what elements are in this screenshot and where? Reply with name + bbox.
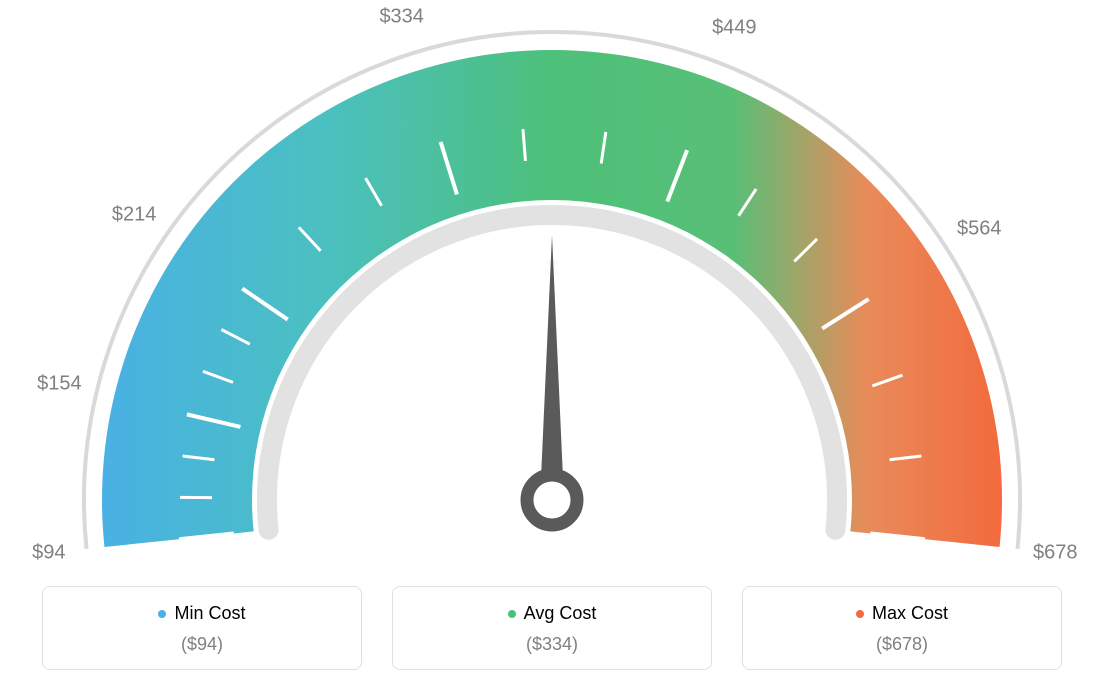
- legend-card-max: Max Cost ($678): [742, 586, 1062, 670]
- gauge-tick-label: $678: [1033, 541, 1078, 564]
- dot-icon: [856, 610, 864, 618]
- gauge-tick-label: $214: [112, 203, 157, 226]
- legend-title-min: Min Cost: [158, 603, 245, 624]
- legend-title-max: Max Cost: [856, 603, 948, 624]
- cost-gauge-chart: $94$154$214$334$449$564$678: [22, 0, 1082, 560]
- legend-card-avg: Avg Cost ($334): [392, 586, 712, 670]
- gauge-tick-label: $449: [712, 16, 757, 39]
- gauge-tick-label: $334: [379, 5, 424, 28]
- dot-icon: [508, 610, 516, 618]
- legend-row: Min Cost ($94) Avg Cost ($334) Max Cost …: [0, 586, 1104, 670]
- legend-title-text: Min Cost: [174, 603, 245, 624]
- legend-value-max: ($678): [743, 634, 1061, 655]
- legend-value-min: ($94): [43, 634, 361, 655]
- gauge-tick-label: $94: [32, 541, 65, 564]
- legend-title-avg: Avg Cost: [508, 603, 597, 624]
- dot-icon: [158, 610, 166, 618]
- gauge-tick-label: $564: [957, 217, 1002, 240]
- legend-title-text: Avg Cost: [524, 603, 597, 624]
- legend-value-avg: ($334): [393, 634, 711, 655]
- legend-card-min: Min Cost ($94): [42, 586, 362, 670]
- legend-title-text: Max Cost: [872, 603, 948, 624]
- gauge-tick-label: $154: [37, 373, 82, 396]
